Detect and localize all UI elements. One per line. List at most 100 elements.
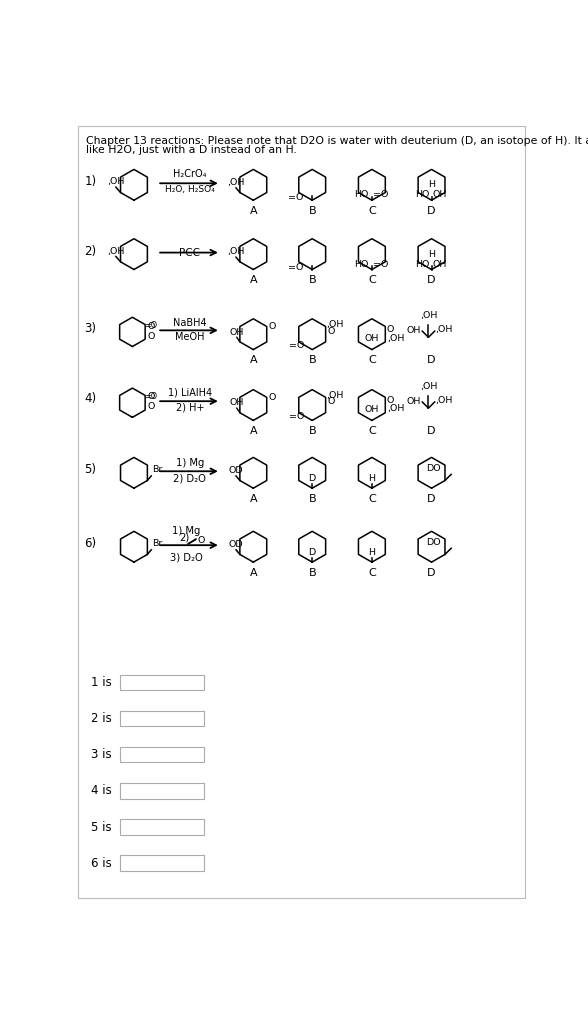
Text: B: B [308,275,316,285]
Text: =O: =O [145,391,158,401]
Text: A: A [249,275,257,285]
Text: C: C [368,426,376,436]
Text: OH: OH [406,396,420,406]
Text: D: D [427,206,436,216]
Text: 3 is: 3 is [91,748,111,762]
Text: C: C [368,494,376,504]
Text: 5): 5) [84,463,96,477]
Text: D: D [309,474,316,483]
Text: O: O [148,403,155,412]
Text: 1) LiAlH4: 1) LiAlH4 [168,387,212,397]
Text: HO: HO [355,191,369,200]
Text: 6): 6) [84,537,96,551]
Text: =O: =O [289,412,305,421]
Text: ,OH: ,OH [420,382,437,391]
Text: B: B [308,426,316,436]
Text: B: B [308,494,316,504]
Text: DO: DO [426,463,440,473]
Text: D: D [427,426,436,436]
Text: OD: OD [229,466,243,476]
Text: O: O [387,395,394,405]
Text: O: O [268,322,276,331]
Text: =O: =O [373,191,389,200]
Text: 2): 2) [84,244,96,258]
Text: like H2O, just with a D instead of an H.: like H2O, just with a D instead of an H. [86,145,297,155]
Text: ,OH: ,OH [326,390,344,400]
Text: =O: =O [288,194,303,203]
Text: A: A [249,206,257,216]
Text: HO: HO [355,260,369,269]
Text: ,OH: ,OH [326,319,344,329]
Text: Chapter 13 reactions: Please note that D2O is water with deuterium (D, an isotop: Chapter 13 reactions: Please note that D… [86,136,588,146]
Text: D: D [427,568,436,578]
Text: 4): 4) [84,392,96,406]
Text: 2) D₂O: 2) D₂O [173,474,206,484]
Text: 2): 2) [179,533,189,542]
Text: OH: OH [365,335,379,344]
Text: A: A [249,568,257,578]
Text: B: B [308,568,316,578]
Text: C: C [368,568,376,578]
Text: A: A [249,494,257,504]
Text: Br: Br [152,539,162,549]
Text: O: O [327,397,335,407]
Text: D: D [427,355,436,365]
Text: D: D [427,275,436,285]
Text: H: H [368,474,375,483]
Text: =O: =O [289,342,305,350]
Text: A: A [249,426,257,436]
Text: O: O [198,536,205,546]
Text: OH: OH [432,260,447,269]
Text: H: H [428,180,435,190]
Text: OH: OH [365,406,379,415]
Text: C: C [368,206,376,216]
Text: ,OH: ,OH [436,395,453,405]
Text: 5 is: 5 is [91,820,111,834]
Text: 4 is: 4 is [91,784,111,797]
Text: ,OH: ,OH [387,405,404,414]
Text: 1) Mg: 1) Mg [172,526,200,536]
Bar [120,856,203,871]
Text: H₂CrO₄: H₂CrO₄ [173,169,206,179]
Text: MeOH: MeOH [175,332,205,342]
Text: ,OH: ,OH [420,311,437,320]
Bar [120,674,203,690]
Text: OH: OH [229,328,244,337]
Text: O: O [268,392,276,402]
Bar [120,747,203,763]
Text: O: O [327,327,335,336]
Text: 1): 1) [84,175,96,189]
Text: H: H [428,249,435,259]
Text: ,OH: ,OH [436,325,453,334]
Text: OD: OD [229,540,243,549]
Bar [120,711,203,726]
Text: 1 is: 1 is [91,675,111,689]
Text: H₂O, H₂SO₄: H₂O, H₂SO₄ [165,185,215,194]
Text: C: C [368,275,376,285]
Text: Br: Br [152,465,162,475]
Text: O: O [148,332,155,341]
Text: 2 is: 2 is [91,712,111,725]
Text: OH: OH [406,325,420,335]
Text: =O: =O [288,263,303,272]
Text: =O: =O [373,260,389,269]
Text: OH: OH [432,191,447,200]
Text: O: O [387,325,394,334]
Text: 3): 3) [84,321,96,335]
Text: D: D [309,548,316,557]
Text: NaBH4: NaBH4 [173,318,206,329]
Text: HO: HO [416,191,430,200]
Text: PCC: PCC [179,247,201,258]
Text: ,OH: ,OH [107,177,125,187]
Text: 1) Mg: 1) Mg [176,458,204,468]
Text: =O: =O [145,321,158,330]
Text: ,OH: ,OH [228,178,245,188]
Text: B: B [308,206,316,216]
Text: A: A [249,355,257,365]
Text: 6 is: 6 is [91,857,111,870]
Text: OH: OH [229,399,244,408]
Text: ,OH: ,OH [387,334,404,343]
Bar [120,819,203,835]
Text: DO: DO [426,537,440,547]
Text: B: B [308,355,316,365]
